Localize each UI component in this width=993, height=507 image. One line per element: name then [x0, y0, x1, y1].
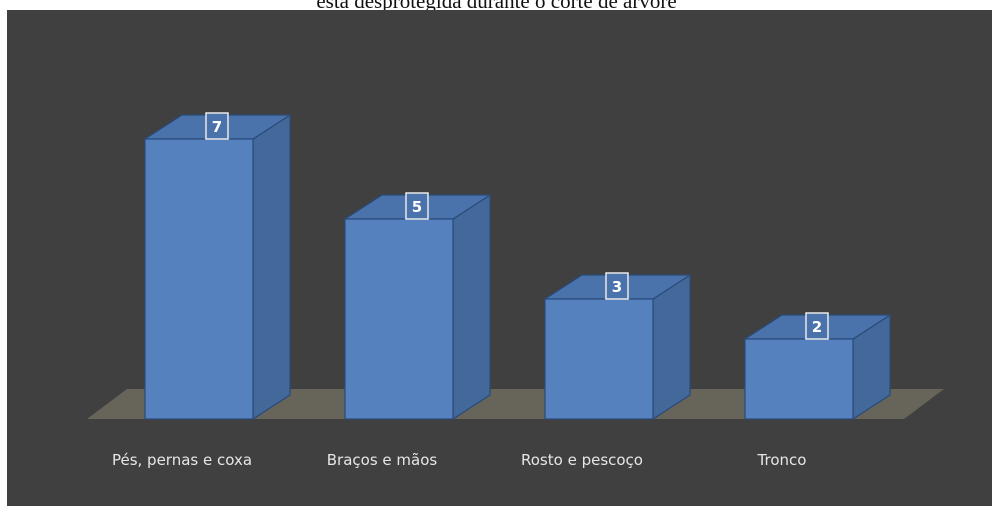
category-label-3: Rosto e pescoço — [521, 451, 643, 469]
bar-side-3 — [652, 273, 691, 421]
bar-4 — [744, 338, 854, 420]
bar-2 — [344, 218, 454, 420]
data-label-2: 5 — [412, 198, 422, 216]
chart-caption: está desprotegida durante o corte de árv… — [0, 0, 993, 11]
chart-floor — [87, 389, 944, 419]
category-label-1: Pés, pernas e coxa — [112, 451, 252, 469]
data-label-4: 2 — [812, 318, 822, 336]
data-label-box-4 — [805, 312, 829, 340]
data-label-box-1 — [205, 112, 229, 140]
data-label-1: 7 — [212, 118, 222, 136]
data-label-box-2 — [405, 192, 429, 220]
category-label-2: Braços e mãos — [327, 451, 438, 469]
bar-side-1 — [252, 113, 291, 421]
bar-chart: 7 Pés, pernas e coxa 5 Braços e mãos 3 Rosto … — [87, 112, 944, 469]
data-label-3: 3 — [612, 278, 622, 296]
category-label-4: Tronco — [757, 451, 807, 469]
bar-3 — [544, 298, 654, 420]
bar-side-2 — [452, 193, 491, 421]
bar-1 — [144, 138, 254, 420]
data-label-box-3 — [605, 272, 629, 300]
chart-area: 7 Pés, pernas e coxa 5 Braços e mãos 3 Rosto … — [7, 10, 992, 506]
